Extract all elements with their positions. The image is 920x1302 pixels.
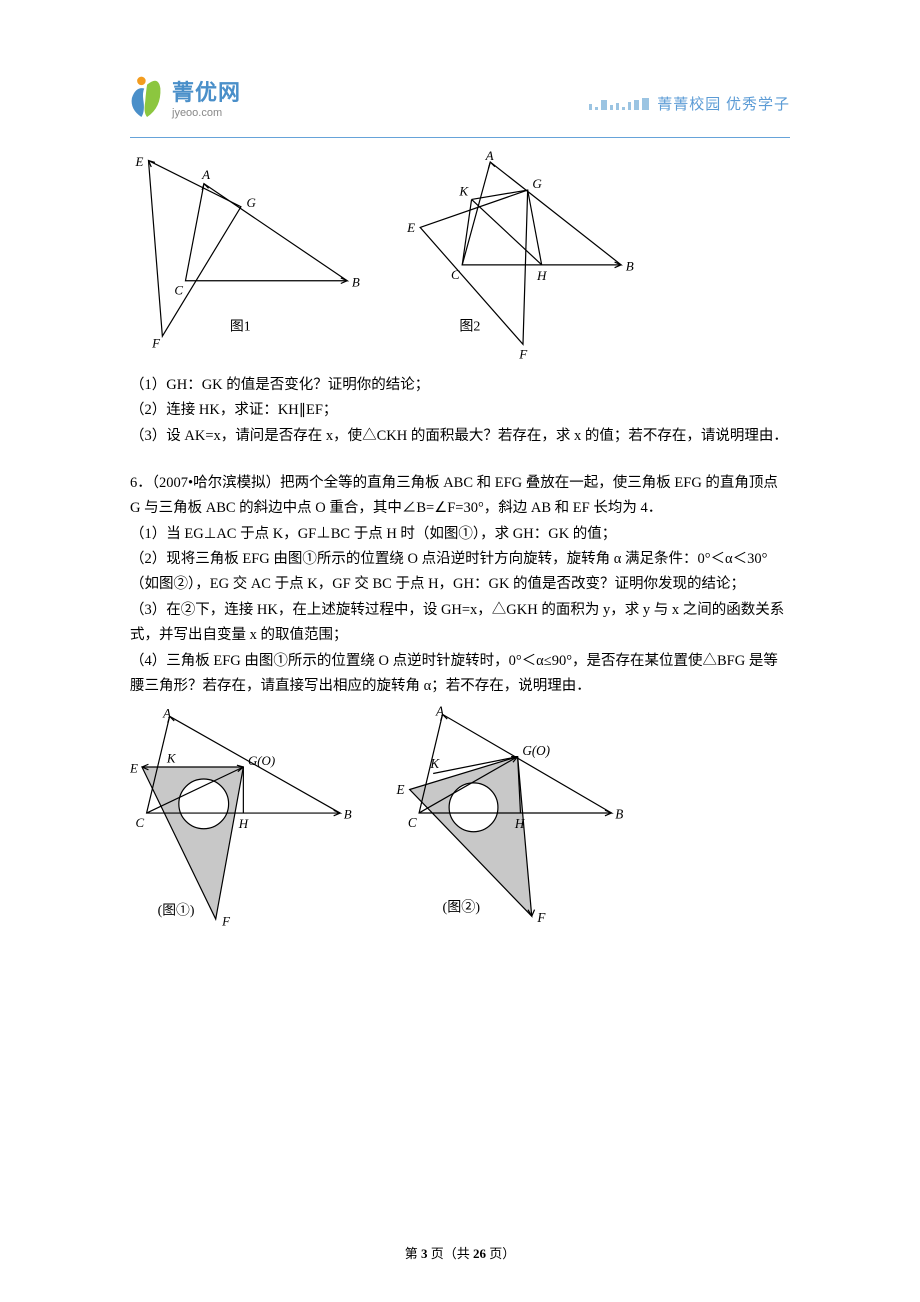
footer-prefix: 第 <box>405 1246 421 1261</box>
bottom-fig1-label: (图①) <box>158 903 195 919</box>
svg-text:B: B <box>344 808 352 822</box>
svg-text:G: G <box>246 195 256 210</box>
logo: 菁优网 jyeoo.com <box>130 75 241 119</box>
header-banner: 菁优网 jyeoo.com 菁菁校园 优秀学子 <box>130 85 790 129</box>
footer-total: 26 <box>473 1246 486 1261</box>
q5-l2: （2）连接 HK，求证：KH∥EF； <box>130 398 790 423</box>
svg-text:A: A <box>162 706 171 720</box>
fig1-label: 图1 <box>230 319 251 334</box>
slogan-text: 菁菁校园 优秀学子 <box>657 93 790 114</box>
svg-text:G: G <box>532 176 542 191</box>
figure-bottom-2: A G(O) K E C H B F (图②) <box>395 705 645 935</box>
svg-text:K: K <box>166 752 177 766</box>
svg-text:C: C <box>451 267 460 282</box>
svg-text:K: K <box>458 184 469 199</box>
svg-text:G(O): G(O) <box>248 754 275 768</box>
svg-text:G(O): G(O) <box>522 743 550 758</box>
svg-text:E: E <box>396 782 405 797</box>
header-rule <box>130 137 790 138</box>
page: 菁优网 jyeoo.com 菁菁校园 优秀学子 <box>0 0 920 1302</box>
figure-bottom-1: A E K G(O) C H B F (图①) <box>130 705 365 935</box>
svg-text:F: F <box>151 335 161 350</box>
svg-text:F: F <box>518 346 528 361</box>
svg-text:E: E <box>406 220 415 235</box>
slogan-dots-icon <box>589 98 649 110</box>
svg-text:A: A <box>201 167 210 182</box>
svg-text:B: B <box>615 807 623 822</box>
q5-text: （1）GH：GK 的值是否变化？证明你的结论； （2）连接 HK，求证：KH∥E… <box>130 373 790 449</box>
svg-text:A: A <box>485 148 495 163</box>
svg-text:K: K <box>429 756 440 771</box>
bottom-fig2-label: (图②) <box>443 900 481 916</box>
slogan: 菁菁校园 优秀学子 <box>589 93 790 114</box>
q6-l1: （1）当 EG⊥AC 于点 K，GF⊥BC 于点 H 时（如图①），求 GH：G… <box>130 522 790 547</box>
footer-mid: 页（共 <box>427 1246 473 1261</box>
svg-text:H: H <box>238 817 249 831</box>
svg-text:E: E <box>130 762 138 776</box>
logo-url: jyeoo.com <box>172 107 241 119</box>
svg-text:E: E <box>135 154 144 169</box>
q6-l3: （3）在②下，连接 HK，在上述旋转过程中，设 GH=x，△GKH 的面积为 y… <box>130 598 790 649</box>
logo-cn: 菁优网 <box>172 75 241 107</box>
logo-text: 菁优网 jyeoo.com <box>172 75 241 119</box>
q6-text: 6．（2007•哈尔滨模拟）把两个全等的直角三角板 ABC 和 EFG 叠放在一… <box>130 471 790 699</box>
page-footer: 第 3 页（共 26 页） <box>0 1243 920 1262</box>
q6-l4: （4）三角板 EFG 由图①所示的位置绕 O 点逆时针旋转时，0°＜α≤90°，… <box>130 649 790 700</box>
figure-row-bottom: A E K G(O) C H B F (图①) <box>130 705 790 935</box>
footer-suffix: 页） <box>486 1246 515 1261</box>
svg-text:B: B <box>626 258 634 273</box>
q6-l2: （2）现将三角板 EFG 由图①所示的位置绕 O 点沿逆时针方向旋转，旋转角 α… <box>130 547 790 598</box>
svg-text:F: F <box>221 915 230 929</box>
svg-text:H: H <box>536 268 548 283</box>
svg-text:B: B <box>352 274 360 289</box>
q6-intro: 6．（2007•哈尔滨模拟）把两个全等的直角三角板 ABC 和 EFG 叠放在一… <box>130 471 790 522</box>
figure-top-2: A G K E C H B F 图2 <box>405 148 655 363</box>
figure-top-1: E A G C B F 图1 <box>130 148 375 363</box>
svg-text:F: F <box>536 910 546 925</box>
svg-text:C: C <box>174 283 183 298</box>
svg-text:H: H <box>514 816 526 831</box>
fig2-label: 图2 <box>459 319 480 334</box>
svg-text:C: C <box>136 816 145 830</box>
svg-text:A: A <box>435 705 445 718</box>
q5-l1: （1）GH：GK 的值是否变化？证明你的结论； <box>130 373 790 398</box>
figure-row-top: E A G C B F 图1 <box>130 148 790 363</box>
logo-icon <box>130 75 168 119</box>
svg-text:C: C <box>408 815 417 830</box>
q5-l3: （3）设 AK=x，请问是否存在 x，使△CKH 的面积最大？若存在，求 x 的… <box>130 424 790 449</box>
